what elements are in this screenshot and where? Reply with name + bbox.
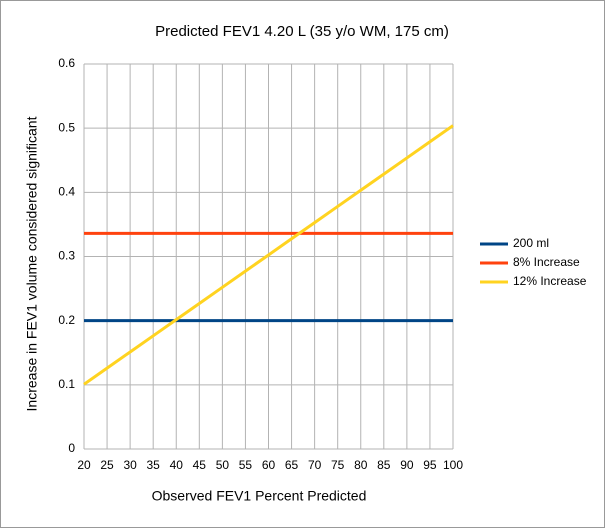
x-tick-label: 80 (354, 458, 368, 472)
y-tick-label: 0.3 (58, 249, 75, 263)
legend-label: 200 ml (513, 236, 549, 250)
x-axis-title: Observed FEV1 Percent Predicted (152, 488, 367, 504)
x-tick-label: 70 (308, 458, 322, 472)
x-tick-label: 65 (285, 458, 299, 472)
x-tick-label: 55 (239, 458, 253, 472)
series-line (83, 124, 454, 386)
y-tick-label: 0 (68, 441, 75, 455)
y-axis-title: Increase in FEV1 volume considered signi… (24, 116, 40, 411)
x-tick-label: 90 (400, 458, 414, 472)
x-tick-label: 50 (216, 458, 230, 472)
x-tick-label: 30 (123, 458, 137, 472)
x-tick-label: 85 (377, 458, 391, 472)
x-tick-label: 95 (423, 458, 437, 472)
legend-label: 12% Increase (513, 274, 587, 288)
x-tick-label: 35 (147, 458, 161, 472)
x-tick-label: 60 (262, 458, 276, 472)
y-tick-label: 0.2 (58, 313, 75, 327)
legend-label: 8% Increase (513, 255, 580, 269)
x-tick-label: 40 (170, 458, 184, 472)
x-tick-label: 20 (77, 458, 91, 472)
y-tick-label: 0.4 (58, 185, 75, 199)
x-tick-label: 45 (193, 458, 207, 472)
y-tick-label: 0.6 (58, 56, 75, 70)
x-tick-label: 75 (331, 458, 345, 472)
y-tick-label: 0.5 (58, 120, 75, 134)
x-tick-label: 100 (443, 458, 463, 472)
x-tick-label: 25 (100, 458, 114, 472)
chart-title: Predicted FEV1 4.20 L (35 y/o WM, 175 cm… (155, 23, 449, 40)
y-tick-label: 0.1 (58, 377, 75, 391)
